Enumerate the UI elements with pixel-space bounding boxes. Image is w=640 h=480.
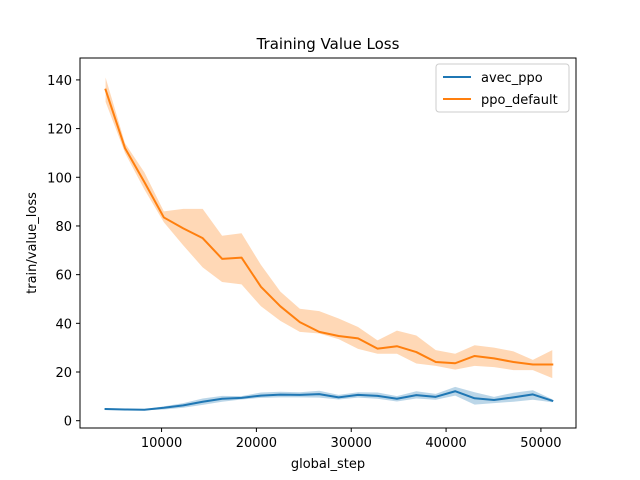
x-tick-label: 10000 [141, 436, 182, 451]
x-tick-label: 30000 [331, 436, 372, 451]
y-tick-label: 100 [47, 171, 72, 186]
legend-label-avec_ppo: avec_ppo [481, 71, 543, 86]
x-tick-label: 20000 [236, 436, 277, 451]
y-tick-label: 120 [47, 123, 72, 138]
y-tick-label: 80 [55, 220, 72, 235]
y-tick-label: 60 [55, 269, 72, 284]
y-tick-label: 140 [47, 74, 72, 89]
y-tick-label: 20 [55, 366, 72, 381]
y-tick-label: 40 [55, 317, 72, 332]
plot-frame [79, 57, 577, 429]
y-axis-label: train/value_loss [25, 192, 40, 294]
series-line-ppo_default [104, 88, 554, 366]
series-line-avec_ppo [104, 390, 554, 411]
x-tick-label: 50000 [520, 436, 561, 451]
x-axis-label: global_step [291, 457, 365, 472]
confidence-band-ppo_default [105, 77, 553, 379]
y-tick-label: 0 [64, 415, 72, 430]
chart-title: Training Value Loss [256, 35, 400, 53]
legend-label-ppo_default: ppo_default [481, 93, 558, 108]
confidence-band-avec_ppo [105, 386, 553, 411]
x-tick-label: 40000 [425, 436, 466, 451]
legend: avec_ppo ppo_default [435, 63, 570, 113]
